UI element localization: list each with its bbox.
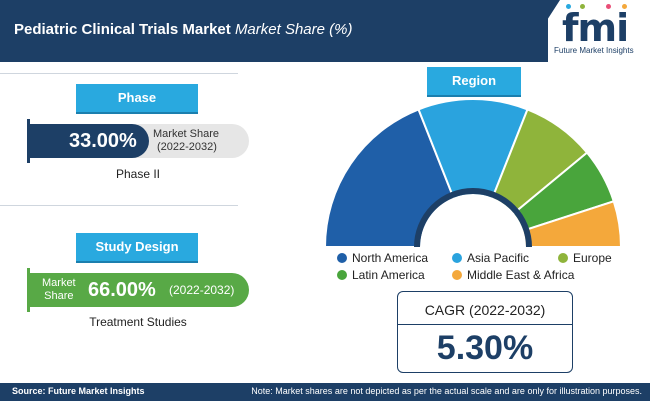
- study-pill: [27, 273, 249, 307]
- header-bar: [0, 0, 548, 62]
- legend-dot: [337, 253, 347, 263]
- divider-top: [0, 73, 238, 74]
- title-bold: Pediatric Clinical Trials Market: [14, 21, 231, 38]
- study-value: 66.00%: [88, 279, 156, 301]
- donut-slice-asia-pacific: [417, 98, 529, 200]
- legend-item-asia-pacific: Asia Pacific: [452, 251, 529, 265]
- legend-label: Middle East & Africa: [467, 268, 575, 282]
- legend-label: Asia Pacific: [467, 251, 530, 265]
- footer-source: Source: Future Market Insights: [12, 386, 145, 396]
- phase-share-label: Market Share (2022-2032): [153, 128, 219, 154]
- legend-label: Latin America: [352, 268, 425, 282]
- legend-dot: [452, 253, 462, 263]
- study-share-label: Market Share: [42, 277, 76, 303]
- logo-text: fmi: [562, 6, 629, 50]
- cagr-box: CAGR (2022-2032) 5.30%: [397, 291, 573, 373]
- page-title: Pediatric Clinical Trials Market Market …: [14, 21, 352, 38]
- legend-item-europe: Europe: [558, 251, 612, 265]
- study-design-tag: Study Design: [76, 233, 198, 261]
- footer: Source: Future Market Insights Note: Mar…: [0, 383, 650, 401]
- legend-dot: [337, 270, 347, 280]
- legend-item-middle-east-africa: Middle East & Africa: [452, 268, 574, 282]
- header: Pediatric Clinical Trials Market Market …: [0, 0, 650, 62]
- phase-value: 33.00%: [69, 130, 137, 152]
- header-slant: [520, 0, 560, 62]
- donut-slice-middle-east-africa: [521, 200, 623, 248]
- study-segment: Treatment Studies: [89, 315, 187, 329]
- footer-note: Note: Market shares are not depicted as …: [251, 386, 642, 396]
- legend-item-north-america: North America: [337, 251, 428, 265]
- phase-pill-value-bg: [27, 124, 149, 158]
- divider-mid: [0, 205, 238, 206]
- cagr-divider: [398, 324, 572, 325]
- phase-segment: Phase II: [115, 167, 161, 181]
- cagr-label: CAGR (2022-2032): [424, 302, 546, 318]
- phase-share-line2: (2022-2032): [157, 141, 217, 153]
- study-period: (2022-2032): [169, 283, 235, 297]
- legend-dot: [452, 270, 462, 280]
- title-italic: Market Share (%): [234, 21, 353, 38]
- study-share-line2: Share: [44, 290, 74, 302]
- logo-subtitle: Future Market Insights: [554, 46, 634, 55]
- fmi-logo: fmi Future Market Insights: [552, 4, 648, 58]
- phase-share-line1: Market Share: [153, 128, 220, 140]
- phase-tag: Phase: [76, 84, 198, 112]
- donut-slice-north-america: [323, 108, 456, 248]
- legend-item-latin-america: Latin America: [337, 268, 425, 282]
- donut-inner-ring: [414, 188, 532, 248]
- legend-dot: [558, 253, 568, 263]
- cagr-value: 5.30%: [436, 329, 534, 367]
- region-tag: Region: [427, 67, 521, 95]
- legend-label: North America: [352, 251, 429, 265]
- region-donut-chart: [323, 98, 623, 248]
- study-share-line1: Market: [42, 277, 76, 289]
- legend-label: Europe: [573, 251, 612, 265]
